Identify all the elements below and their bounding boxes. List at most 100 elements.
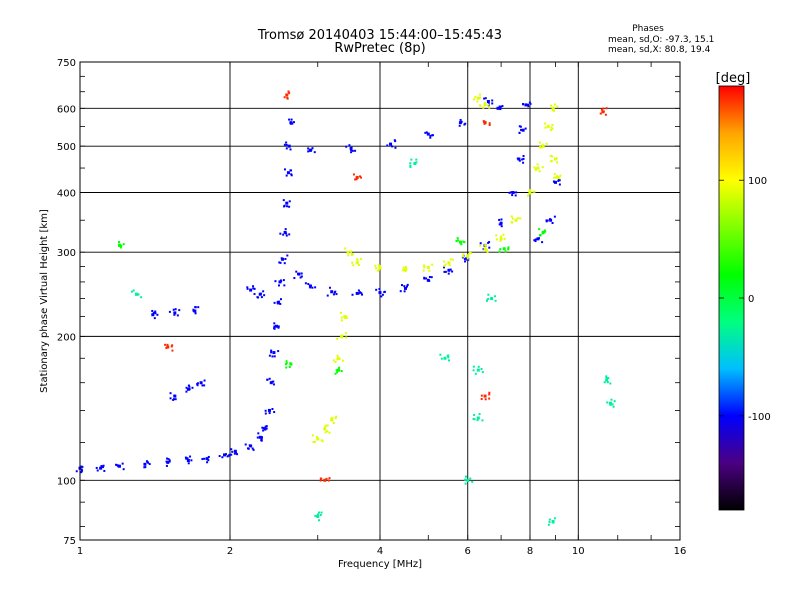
data-point-scatter [499,223,502,226]
data-point-scatter [285,234,288,237]
data-point-scatter [378,265,381,268]
data-point-scatter [541,143,544,146]
data-point-scatter [279,261,282,264]
data-point-scatter [310,148,313,151]
data-point-scatter [197,306,200,309]
data-point-scatter [230,448,233,451]
data-point-scatter [394,140,397,143]
data-point-scatter [196,383,199,386]
data-point-scatter [485,299,488,302]
data-point-scatter [556,105,559,108]
data-point-scatter [335,369,338,372]
data-point [517,157,521,161]
data-point-scatter [516,157,519,160]
data-point [355,261,359,265]
data-point-scatter [115,463,118,466]
data-point-scatter [405,268,408,271]
stats-line-o: mean, sd,O: -97.3, 15.1 [608,35,714,45]
y-axis-ticks: 75 100 200 300 400 500 600 750 [57,58,680,547]
data-point-scatter [514,194,517,197]
data-point-scatter [544,230,547,233]
data-point-scatter [510,191,513,194]
data-point [403,286,407,290]
data-point-scatter [444,263,447,266]
data-point-scatter [599,112,602,115]
data-point-scatter [119,246,122,249]
data-point-scatter [349,250,352,253]
data-points [75,90,616,526]
data-point-scatter [422,269,425,272]
data-point-scatter [484,97,487,100]
data-point-scatter [431,263,434,266]
data-point-scatter [467,480,470,483]
data-point-scatter [481,371,484,374]
data-point-scatter [483,121,486,124]
data-point-scatter [288,200,291,203]
data-point [483,103,487,107]
data-point [536,166,540,170]
data-point-scatter [484,244,487,247]
data-point-scatter [285,147,288,150]
data-point-scatter [121,462,124,465]
data-point [378,266,382,270]
data-point-scatter [169,392,172,395]
data-point-scatter [476,100,479,103]
data-point-scatter [486,250,489,253]
data-point-scatter [235,451,238,454]
data-point-scatter [137,293,140,296]
data-point-scatter [252,448,255,451]
data-point-scatter [471,480,474,483]
data-point-scatter [428,279,431,282]
data-point-scatter [288,233,291,236]
data-point-scatter [285,141,288,144]
data-point-scatter [521,158,524,161]
data-point [490,297,494,301]
data-point [166,460,170,464]
colorbar-tick-label: -100 [748,412,771,423]
data-point-scatter [552,521,555,524]
data-point-scatter [474,96,477,99]
data-point-scatter [252,285,255,288]
data-point-scatter [428,269,431,272]
data-point-scatter [429,136,432,139]
data-point-scatter [100,465,103,468]
data-point-scatter [188,385,191,388]
data-point-scatter [335,293,338,296]
data-point-scatter [285,143,288,146]
data-point-scatter [351,261,354,264]
data-point-scatter [263,294,266,297]
data-point-scatter [495,234,498,237]
chart-subtitle: RwPretec (8p) [334,41,425,56]
data-point-scatter [313,151,316,154]
data-point-scatter [233,452,236,455]
data-point-scatter [282,199,285,202]
data-point [458,240,462,244]
data-point-scatter [75,470,78,473]
data-point [166,345,170,349]
data-point-scatter [507,247,510,250]
data-point-scatter [359,291,362,294]
data-point-scatter [605,376,608,379]
data-point-scatter [122,243,125,246]
data-point-scatter [300,272,303,275]
data-point-scatter [409,166,412,169]
data-point-scatter [529,102,532,105]
data-point-scatter [144,466,147,469]
data-point-scatter [134,292,137,295]
data-point-scatter [334,361,337,364]
data-point-scatter [376,269,379,272]
data-point-scatter [283,143,286,146]
data-point-scatter [191,386,194,389]
data-point-scatter [320,477,323,480]
data-point-scatter [545,220,548,223]
data-point [447,261,451,265]
data-point-scatter [380,295,383,298]
data-point-scatter [519,125,522,128]
data-point-scatter [443,264,446,267]
data-point-scatter [282,233,285,236]
data-point-scatter [553,103,556,106]
data-point-scatter [550,126,553,129]
data-point-scatter [451,270,454,273]
data-point-scatter [552,106,555,109]
data-point-scatter [288,92,291,95]
